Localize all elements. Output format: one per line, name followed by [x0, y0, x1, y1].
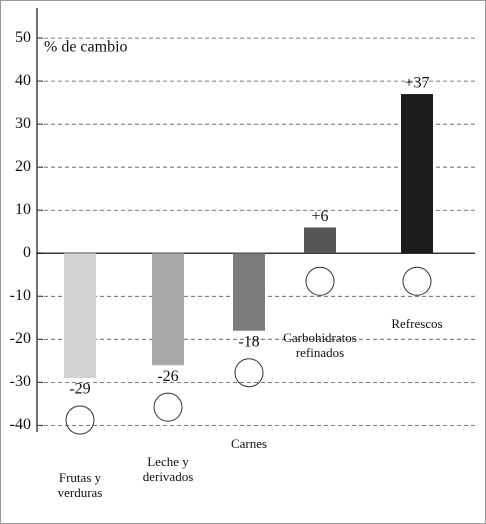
value-label: +37: [404, 75, 429, 92]
category-label-box: Refrescos: [372, 316, 462, 350]
category-label: Leche y derivados: [138, 454, 198, 484]
category-label: Frutas y verduras: [50, 470, 110, 500]
value-label: -18: [238, 333, 259, 350]
icon: [66, 406, 94, 434]
bar: [233, 253, 265, 330]
category-label: Refrescos: [387, 316, 447, 331]
category-label-box: Carbohidratos refinados: [275, 330, 365, 364]
bar: [304, 227, 336, 253]
category-label-box: Leche y derivados: [123, 454, 213, 488]
bar: [401, 94, 433, 253]
category-label: Carnes: [219, 436, 279, 451]
y-tick-label: -30: [10, 373, 31, 390]
category-label-box: Frutas y verduras: [35, 470, 125, 504]
y-tick-label: 10: [15, 201, 31, 218]
category-label: Carbohidratos refinados: [275, 330, 365, 360]
y-tick-label: 20: [15, 158, 31, 175]
value-label: -29: [69, 381, 90, 398]
icon: [403, 267, 431, 295]
y-tick-label: -10: [10, 287, 31, 304]
icon: [154, 393, 182, 421]
value-label: -26: [157, 368, 178, 385]
y-tick-label: 50: [15, 29, 31, 46]
value-label: +6: [311, 208, 328, 225]
bar: [152, 253, 184, 365]
y-tick-label: 40: [15, 72, 31, 89]
icon: [306, 267, 334, 295]
y-tick-label: -20: [10, 330, 31, 347]
y-tick-label: -40: [10, 416, 31, 433]
y-tick-label: 30: [15, 115, 31, 132]
y-axis-label: % de cambio: [44, 39, 128, 56]
category-label-box: Carnes: [204, 436, 294, 470]
bar: [64, 253, 96, 378]
y-tick-label: 0: [23, 244, 31, 261]
chart: % de cambio -40 -30 -20 -10 0 10 20 30 40 50 -29 Fr…: [0, 0, 486, 524]
